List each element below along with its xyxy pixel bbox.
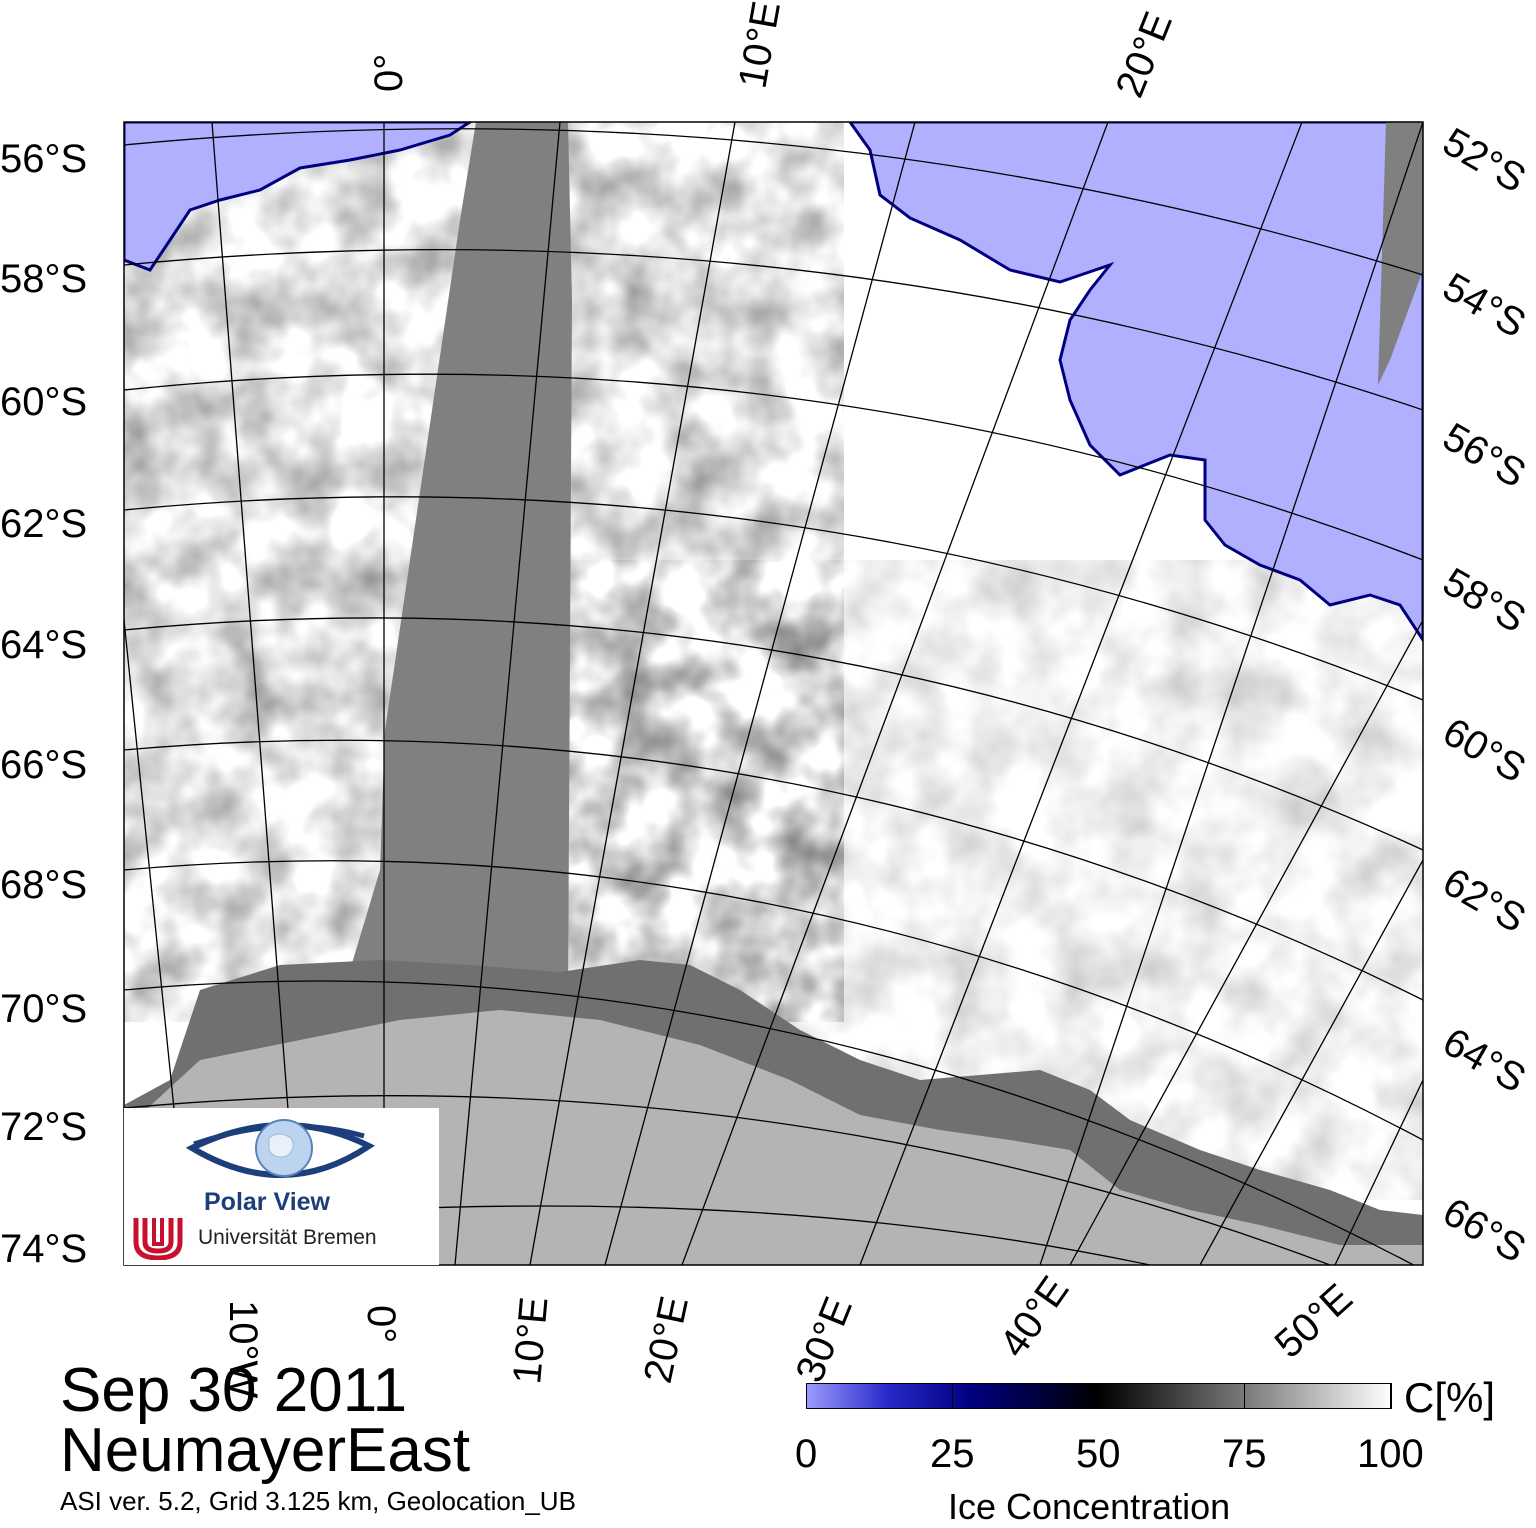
region-label: NeumayerEast [60, 1416, 471, 1485]
open-water-northwest [124, 122, 473, 272]
lon-label-10w: 10°W [221, 1300, 265, 1398]
open-water-northeast [848, 122, 1423, 643]
colorbar-tick-label: 100 [1357, 1432, 1424, 1476]
lat-label-66s: 66°S [0, 743, 87, 787]
lat-label-62s-right: 62°S [1436, 860, 1533, 942]
lon-label-30e: 30°E [788, 1291, 861, 1388]
lon-label-20e-bottom: 20°E [636, 1292, 697, 1386]
lat-label-56s-right: 56°S [1436, 415, 1533, 497]
lon-label-10e-bottom: 10°E [505, 1295, 556, 1386]
continent-land [124, 1010, 1423, 1265]
lat-label-52s: 52°S [1436, 120, 1533, 202]
lat-label-58s: 58°S [0, 257, 87, 301]
colorbar-tick-label: 0 [795, 1432, 818, 1476]
no-data-swath [338, 122, 572, 1010]
eye-globe-icon [185, 1119, 375, 1178]
colorbar-tick-label: 50 [1076, 1432, 1121, 1476]
lat-label-60s: 60°S [0, 380, 87, 424]
lat-label-74s: 74°S [0, 1227, 87, 1271]
lat-label-54s: 54°S [1436, 265, 1533, 347]
lon-label-0-top: 0° [367, 54, 411, 92]
lat-label-60s-right: 60°S [1436, 710, 1533, 792]
logo-institution: Universität Bremen [198, 1226, 377, 1249]
lat-label-62s: 62°S [0, 502, 87, 546]
bremen-seal-icon [133, 1218, 183, 1260]
lat-label-64s-right: 64°S [1436, 1020, 1533, 1102]
latitude-lines [124, 128, 1423, 1265]
no-data-swath-east [1378, 122, 1423, 385]
colorbar-unit: C[%] [1404, 1374, 1496, 1421]
lon-label-10e-top: 10°E [731, 0, 789, 92]
lon-label-40e: 40°E [991, 1269, 1077, 1366]
date-label: Sep 30 2011 [60, 1356, 408, 1425]
lon-label-0-bottom: 0° [359, 1305, 403, 1343]
colorbar-tick-mark [1390, 1383, 1391, 1409]
lat-label-68s: 68°S [0, 863, 87, 907]
lon-label-50e: 50°E [1267, 1276, 1361, 1367]
colorbar-title: Ice Concentration [948, 1486, 1231, 1527]
logo-title: Polar View [204, 1188, 330, 1216]
product-info: ASI ver. 5.2, Grid 3.125 km, Geolocation… [60, 1486, 576, 1516]
lat-label-72s: 72°S [0, 1105, 87, 1149]
colorbar-tick-mark [1244, 1383, 1245, 1409]
polar-view-logo: Polar View Universität Bremen [124, 1108, 439, 1265]
colorbar-tick-label: 25 [930, 1432, 975, 1476]
colorbar-tick-mark [1098, 1383, 1099, 1409]
lat-label-70s: 70°S [0, 987, 87, 1031]
colorbar-tick-mark [952, 1383, 953, 1409]
lon-labels-top: 0° 10°E 20°E [367, 0, 1181, 103]
colorbar-tick-label: 75 [1222, 1432, 1267, 1476]
map-frame [123, 121, 1424, 1266]
lat-labels-right: 52°S 54°S 56°S 58°S 60°S 62°S 64°S 66°S [1436, 120, 1533, 1272]
colorbar [806, 1383, 1392, 1409]
lon-label-20e-top: 20°E [1108, 6, 1181, 103]
lat-label-58s-right: 58°S [1436, 560, 1533, 642]
lat-label-66s-right: 66°S [1436, 1190, 1533, 1272]
lat-labels-left: 56°S 58°S 60°S 62°S 64°S 66°S 68°S 70°S … [0, 137, 87, 1271]
colorbar-tick-mark [806, 1383, 807, 1409]
lat-label-64s: 64°S [0, 623, 87, 667]
lat-label-56s: 56°S [0, 137, 87, 181]
